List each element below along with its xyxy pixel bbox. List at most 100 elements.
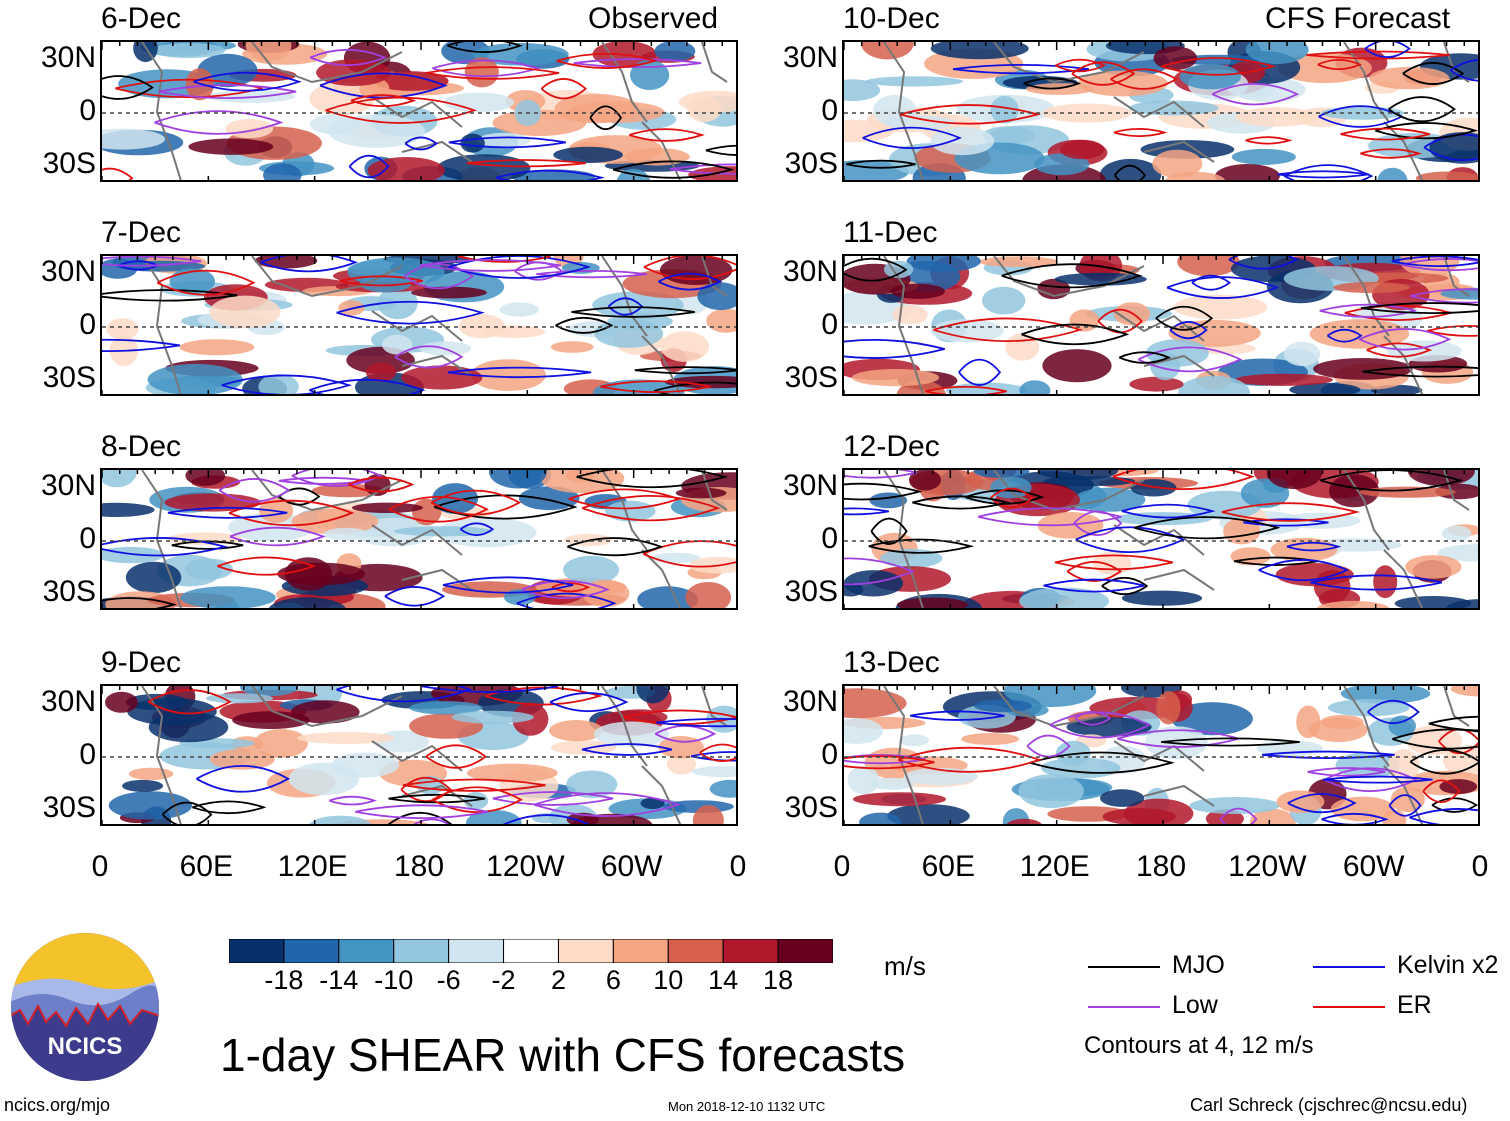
shear-anomaly-cell xyxy=(147,363,243,394)
shear-anomaly-cell xyxy=(594,319,664,348)
shear-anomaly-cell xyxy=(860,42,914,60)
colorbar-tick-label: -14 xyxy=(319,965,359,995)
shear-anomaly-cell xyxy=(637,586,698,608)
contour-line xyxy=(705,144,736,156)
coastline xyxy=(601,42,648,123)
contour-line xyxy=(1166,276,1280,299)
shear-anomaly-cell xyxy=(1234,373,1333,386)
contour-line xyxy=(573,58,702,69)
shear-anomaly-cell xyxy=(258,374,299,394)
shear-anomaly-cell xyxy=(148,712,229,743)
coastline xyxy=(641,765,682,824)
shear-anomaly-cell xyxy=(961,733,1020,745)
shear-anomaly-cell xyxy=(549,720,604,742)
coastline xyxy=(1383,765,1424,824)
shear-anomaly-cell xyxy=(105,691,138,713)
contour-line xyxy=(1161,737,1300,747)
contour-line xyxy=(844,507,890,516)
contour-line xyxy=(1400,258,1478,272)
shear-anomaly-cell xyxy=(1177,256,1240,277)
contour-line xyxy=(1071,61,1136,86)
contour-line xyxy=(102,167,134,180)
shear-anomaly-cell xyxy=(489,470,547,489)
contour-line xyxy=(484,686,603,706)
contour-line xyxy=(156,269,256,296)
shear-anomaly-cell xyxy=(1019,380,1051,394)
y-tick-label: 30S xyxy=(42,791,96,824)
contour-line xyxy=(1113,128,1168,137)
colorbar xyxy=(228,938,834,964)
shear-anomaly-cell xyxy=(685,582,732,608)
contour-line xyxy=(432,59,542,78)
coastline xyxy=(1113,740,1205,772)
contour-line xyxy=(1211,83,1300,106)
shear-anomaly-cell xyxy=(288,762,359,796)
ncics-logo: NCICS xyxy=(10,932,160,1082)
contour-line xyxy=(1321,812,1389,824)
shear-anomaly-cell xyxy=(689,556,736,574)
colorbar-swatch xyxy=(503,938,559,964)
coastline xyxy=(401,784,473,807)
y-tick-label: 30S xyxy=(784,147,838,180)
contour-line xyxy=(655,718,736,728)
shear-anomaly-cell xyxy=(551,740,617,755)
colorbar-swatch xyxy=(667,938,724,964)
footer-website: ncics.org/mjo xyxy=(4,1095,111,1115)
contour-line xyxy=(516,592,617,608)
coastline xyxy=(141,470,182,608)
colorbar-tick-label: 18 xyxy=(763,965,794,995)
shear-anomaly-cell xyxy=(245,42,292,61)
y-tick-label: 30N xyxy=(782,41,838,74)
observed-column-label: Observed xyxy=(588,2,719,35)
contour-line xyxy=(1191,274,1232,291)
shear-anomaly-cell xyxy=(660,331,709,362)
contour-line xyxy=(446,42,524,53)
colorbar-tick-label: 10 xyxy=(653,965,684,995)
contour-line xyxy=(1029,751,1175,774)
shear-anomaly-cell xyxy=(409,701,483,715)
contour-line xyxy=(1075,526,1186,553)
contour-line xyxy=(1023,77,1082,90)
colorbar-swatch xyxy=(448,938,505,964)
coastline xyxy=(993,470,1145,512)
panel-date-6-Dec: 6-Dec xyxy=(101,2,182,35)
shear-anomaly-cell xyxy=(1230,547,1271,566)
contour-line xyxy=(387,812,453,824)
shear-anomaly-cell xyxy=(1018,774,1084,809)
contour-line xyxy=(384,586,446,607)
shear-anomaly-cell xyxy=(1099,158,1162,180)
shear-anomaly-cell xyxy=(640,797,665,809)
contour-line xyxy=(1283,164,1374,180)
y-tick-label: 30S xyxy=(784,791,838,824)
coastline xyxy=(701,686,728,727)
shear-anomaly-cell xyxy=(1059,139,1105,160)
shear-anomaly-cell xyxy=(1006,818,1042,824)
contour-line xyxy=(430,489,522,516)
contour-line xyxy=(1054,58,1107,73)
y-tick-label: 30S xyxy=(42,361,96,394)
legend-line-kelvin-x2 xyxy=(1313,966,1385,968)
shear-anomaly-cell xyxy=(930,319,1004,343)
contour-line xyxy=(193,71,302,92)
panel-date-9-Dec: 9-Dec xyxy=(101,646,182,679)
shear-anomaly-cell xyxy=(359,275,412,293)
contour-line xyxy=(1323,767,1418,792)
colorbar-tick-label: -2 xyxy=(491,965,516,995)
shear-anomaly-cell xyxy=(847,765,880,795)
contour-line xyxy=(1113,164,1147,180)
shear-anomaly-cell xyxy=(179,339,255,356)
shear-anomaly-cell xyxy=(1329,474,1380,508)
legend-line-mjo xyxy=(1088,966,1160,968)
contour-line xyxy=(260,256,358,273)
shear-anomaly-cell xyxy=(1165,171,1226,180)
contour-line xyxy=(350,94,417,107)
y-tick-label: 30N xyxy=(782,685,838,718)
contour-line xyxy=(654,725,717,743)
shear-anomaly-cell xyxy=(691,766,736,778)
contour-line xyxy=(1097,308,1143,334)
shear-anomaly-cell xyxy=(102,470,137,488)
x-tick-label: 60W xyxy=(600,850,663,883)
contour-line xyxy=(1137,346,1243,373)
contour-line xyxy=(102,597,177,608)
legend-label: Low xyxy=(1172,991,1218,1019)
